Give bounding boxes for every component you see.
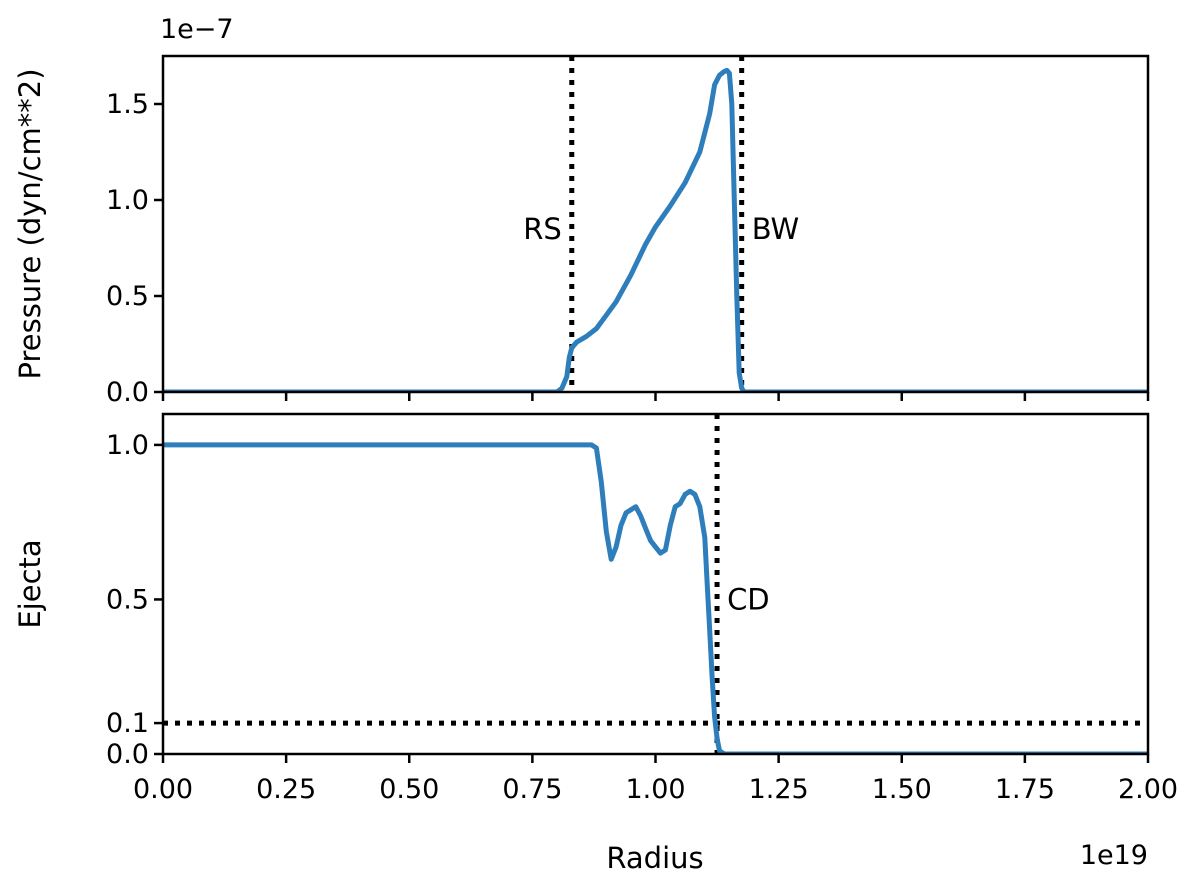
pressure-ytick-label: 1.5 [106,89,149,120]
pressure-ytick-label: 1.0 [106,185,149,216]
ejecta-ytick-label: 0.5 [106,584,149,615]
radius-xlabel: Radius [606,841,703,875]
ejecta-xtick-label: 2.00 [1118,774,1178,805]
ejecta-ytick-label: 0.1 [106,708,149,739]
ejecta-xtick-label: 1.75 [995,774,1055,805]
ejecta-xtick-label: 0.75 [502,774,562,805]
ejecta-ytick-label: 1.0 [106,430,149,461]
ejecta-xtick-label: 1.25 [749,774,809,805]
ejecta-xtick-label: 1.00 [625,774,685,805]
pressure-ytick-label: 0.0 [106,377,149,408]
ejecta-ytick-label: 0.0 [106,739,149,770]
ejecta-xtick-label: 1.50 [872,774,932,805]
ejecta-ylabel: Ejecta [13,539,47,628]
radius-offset-text: 1e19 [1080,840,1148,871]
pressure-panel: 0.0 0.5 1.0 1.5 RS BW 1e−7 Pressure (dyn/cm*… [13,14,1150,408]
ejecta-axes-frame [161,412,1150,756]
ejecta-xtick-label: 0.00 [133,774,193,805]
ejecta-xtick-label: 0.25 [256,774,316,805]
pressure-annotation-rs: RS [523,212,562,246]
ejecta-xtick-label: 0.50 [379,774,439,805]
ejecta-series-line [163,442,1148,754]
ejecta-panel: 0.00.1 0.5 1.0 0.00 0.25 0.50 0.75 1.00 1.25 1.5… [13,412,1178,875]
pressure-offset-text: 1e−7 [160,14,234,45]
pressure-series-line [163,67,1148,392]
pressure-ylabel: Pressure (dyn/cm**2) [13,68,47,379]
pressure-ytick-label: 0.5 [106,281,149,312]
ejecta-annotation-cd: CD [727,582,770,616]
pressure-annotation-bw: BW [752,212,800,246]
